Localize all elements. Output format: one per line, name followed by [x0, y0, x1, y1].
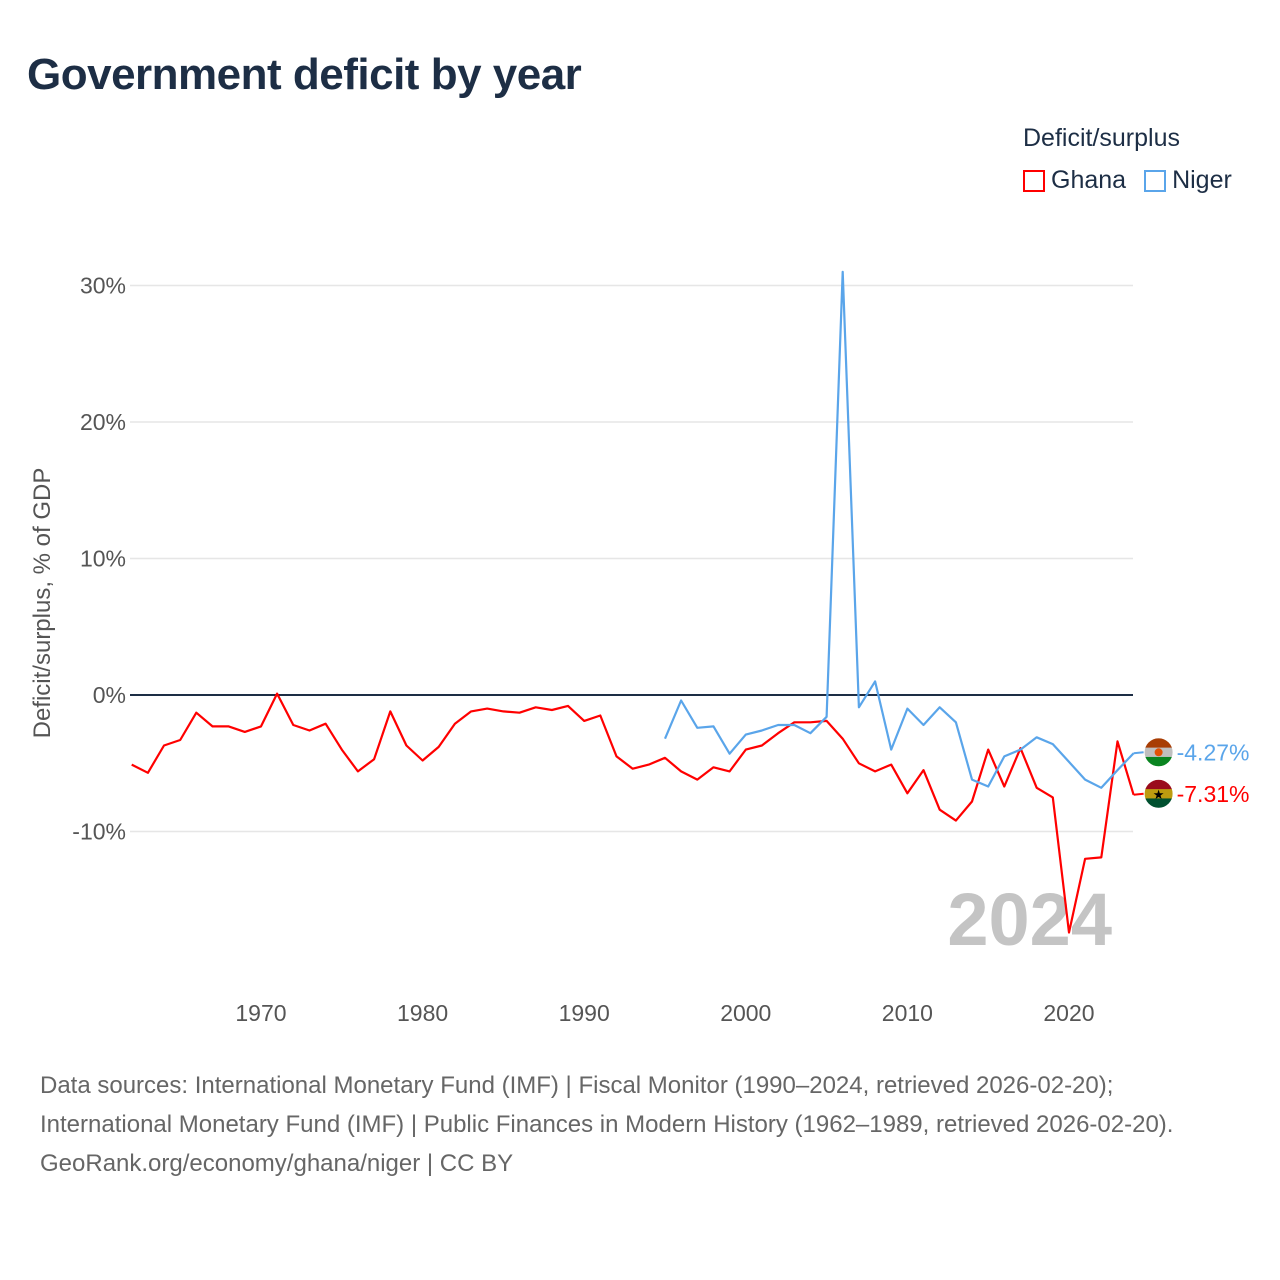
footer: Data sources: International Monetary Fun…	[40, 1066, 1240, 1183]
end-label-ghana: -7.31%	[1177, 781, 1250, 807]
legend-swatch-niger	[1144, 169, 1167, 192]
x-tick-label: 2010	[882, 1000, 933, 1026]
data-sources: Data sources: International Monetary Fun…	[40, 1072, 1174, 1138]
y-tick-label: 30%	[80, 273, 126, 299]
legend-swatch-ghana	[1023, 169, 1045, 192]
y-tick-label: 20%	[80, 409, 126, 435]
legend-item-niger[interactable]: Niger	[1144, 166, 1232, 195]
legend-item-ghana[interactable]: Ghana	[1023, 166, 1126, 195]
credit-link[interactable]: GeoRank.org/economy/ghana/niger | CC BY	[40, 1150, 514, 1177]
legend-title: Deficit/surplus	[1023, 124, 1180, 152]
y-tick-label: 0%	[93, 682, 126, 708]
niger-flag-icon	[1144, 738, 1173, 767]
legend-label-niger: Niger	[1172, 166, 1232, 194]
chart-title: Government deficit by year	[27, 50, 582, 99]
end-label-niger: -4.27%	[1177, 739, 1250, 765]
y-tick-label: -10%	[72, 819, 126, 845]
end-connector	[1133, 792, 1144, 796]
x-tick-label: 1990	[559, 1000, 610, 1026]
x-tick-label: 1970	[235, 1000, 286, 1026]
x-tick-label: 2020	[1043, 1000, 1094, 1026]
ghana-flag-icon: ★	[1144, 779, 1173, 808]
legend: Ghana Niger	[1023, 166, 1232, 195]
end-connector	[1133, 751, 1144, 755]
x-tick-label: 1980	[397, 1000, 448, 1026]
legend-label-ghana: Ghana	[1051, 166, 1127, 194]
watermark-year: 2024	[947, 878, 1112, 961]
y-tick-label: 10%	[80, 546, 126, 572]
svg-text:★: ★	[1153, 787, 1165, 802]
series-line-ghana	[131, 692, 1135, 934]
series-line-niger	[663, 270, 1135, 789]
y-axis-label: Deficit/surplus, % of GDP	[29, 468, 56, 739]
x-tick-label: 2000	[720, 1000, 771, 1026]
